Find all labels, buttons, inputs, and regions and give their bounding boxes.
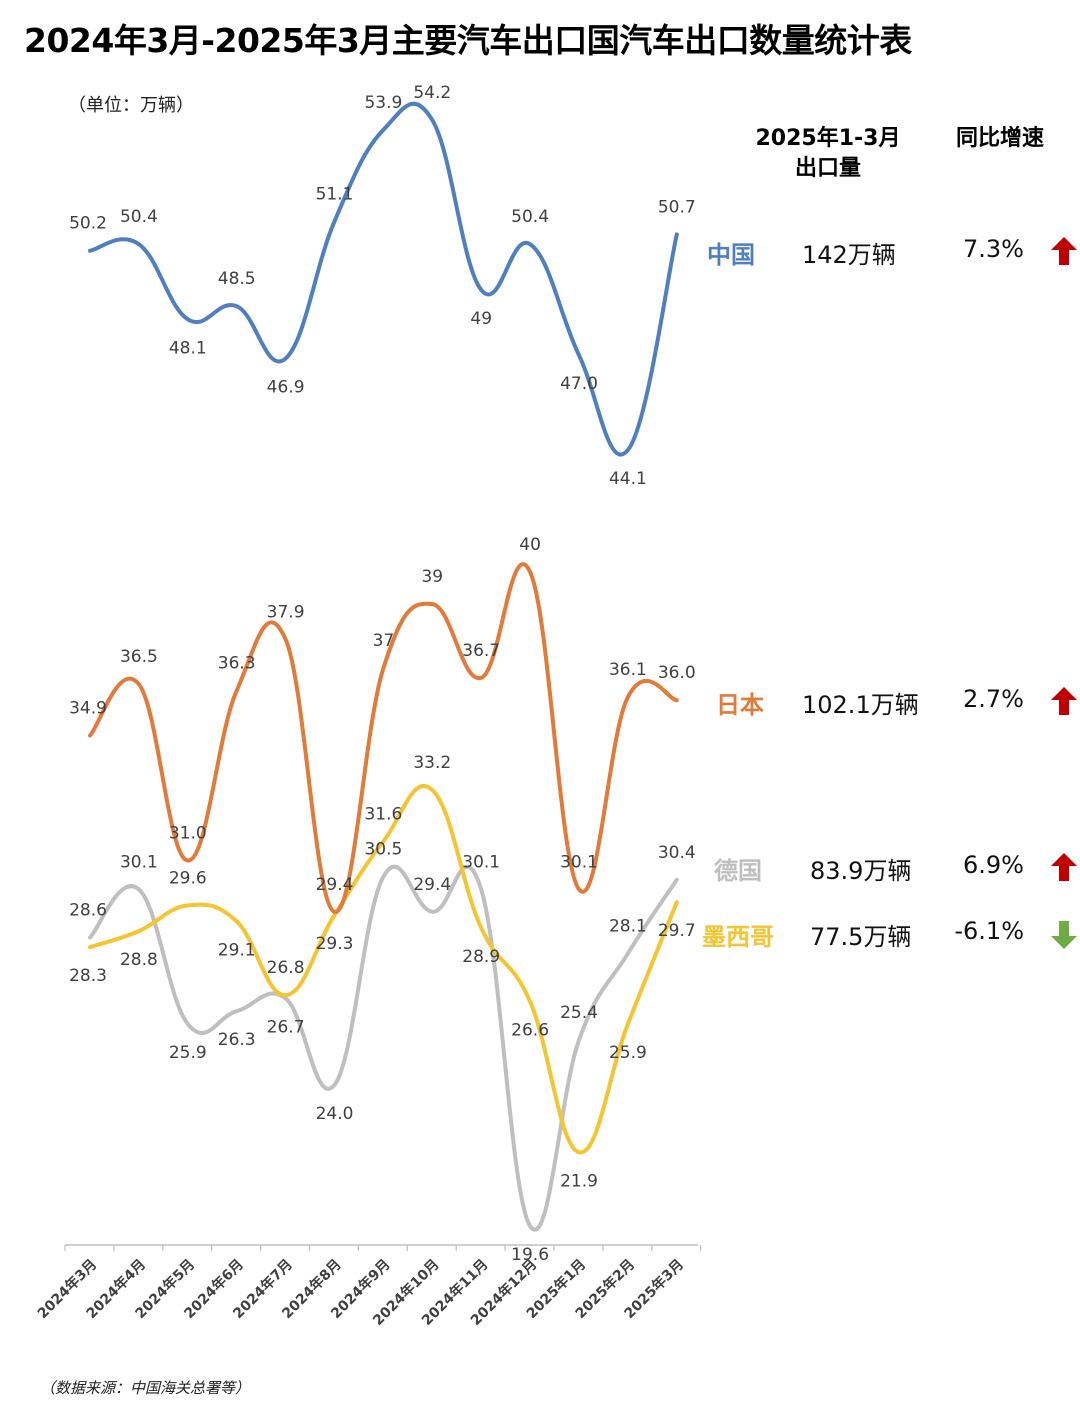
growth-rate: 2.7%: [963, 685, 1024, 713]
export-column-header-line2: 出口量: [794, 156, 861, 181]
export-amount: 102.1万辆: [802, 691, 919, 719]
data-label: 25.9: [609, 1043, 647, 1063]
data-label: 51.1: [316, 184, 354, 204]
data-label: 36.7: [462, 641, 500, 661]
data-label: 24.0: [316, 1104, 354, 1124]
country-label: 中国: [707, 241, 755, 269]
data-label: 39: [421, 567, 443, 587]
data-label: 29.4: [316, 875, 354, 895]
export-column-header: 2025年1-3月 出口量: [738, 124, 918, 184]
data-label: 19.6: [511, 1245, 549, 1265]
data-label: 28.9: [462, 947, 500, 967]
country-label: 墨西哥: [702, 923, 774, 951]
data-label: 47.0: [560, 374, 598, 394]
data-label: 29.7: [658, 921, 696, 941]
data-label: 50.2: [69, 214, 107, 234]
growth-rate: 7.3%: [963, 235, 1024, 263]
growth-rate: 6.9%: [963, 851, 1024, 879]
data-label: 34.9: [69, 699, 107, 719]
data-label: 30.1: [120, 852, 158, 872]
data-label: 30.4: [658, 843, 696, 863]
data-label: 29.4: [413, 875, 451, 895]
data-label: 36.0: [658, 663, 696, 683]
export-column-header-line1: 2025年1-3月: [755, 126, 901, 151]
data-label: 44.1: [609, 469, 647, 489]
series-lines: [88, 101, 679, 1232]
table-row-germany: 德国 83.9万辆 6.9%: [0, 851, 1080, 891]
data-label: 37: [373, 631, 395, 651]
data-label: 21.9: [560, 1171, 598, 1191]
data-label: 50.4: [511, 207, 549, 227]
data-label: 30.1: [462, 852, 500, 872]
data-label: 26.6: [511, 1021, 549, 1041]
up-arrow-icon: [1051, 237, 1077, 265]
data-label: 29.6: [169, 868, 207, 888]
export-amount: 83.9万辆: [810, 857, 912, 885]
up-arrow-icon: [1051, 687, 1077, 715]
up-arrow-icon: [1051, 853, 1077, 881]
data-label: 28.8: [120, 950, 158, 970]
data-label: 30.1: [560, 852, 598, 872]
country-label: 日本: [716, 691, 764, 719]
data-label: 48.5: [218, 269, 256, 289]
x-axis: [64, 1244, 702, 1251]
down-arrow-icon: [1051, 921, 1077, 949]
series-line-0: [88, 101, 679, 457]
data-label: 28.6: [69, 900, 107, 920]
growth-column-header: 同比增速: [955, 126, 1044, 151]
source-note: （数据来源：中国海关总署等）: [40, 1379, 251, 1397]
data-label: 33.2: [413, 753, 451, 773]
country-label: 德国: [714, 857, 762, 885]
data-label: 25.4: [560, 1003, 598, 1023]
data-label: 49: [470, 309, 492, 329]
series-line-3: [88, 784, 679, 1155]
data-label: 50.4: [120, 207, 158, 227]
series-line-2: [88, 864, 679, 1232]
data-label: 26.8: [267, 958, 305, 978]
data-label: 54.2: [413, 83, 451, 103]
data-label: 29.3: [316, 934, 354, 954]
data-label: 36.1: [609, 660, 647, 680]
data-label: 31.6: [364, 804, 402, 824]
data-label: 31.0: [169, 824, 207, 844]
data-label: 30.5: [364, 840, 402, 860]
data-label: 26.3: [218, 1030, 256, 1050]
data-label: 46.9: [267, 378, 305, 398]
data-label: 36.5: [120, 647, 158, 667]
series-line-1: [88, 562, 679, 914]
data-label: 26.7: [267, 1017, 305, 1037]
table-row-mexico: 墨西哥 77.5万辆 -6.1%: [0, 917, 1080, 957]
data-label: 28.3: [69, 966, 107, 986]
table-row-japan: 日本 102.1万辆 2.7%: [0, 685, 1080, 725]
data-label: 40: [519, 535, 541, 555]
export-amount: 142万辆: [802, 241, 896, 269]
data-label: 29.1: [218, 940, 256, 960]
data-label: 50.7: [658, 197, 696, 217]
x-tick-labels: 2024年3月2024年4月2024年5月2024年6月2024年7月2024年…: [34, 1256, 687, 1329]
data-label: 48.1: [169, 338, 207, 358]
data-label: 53.9: [364, 93, 402, 113]
export-amount: 77.5万辆: [810, 923, 912, 951]
table-row-china: 中国 142万辆 7.3%: [0, 235, 1080, 275]
data-label: 25.9: [169, 1043, 207, 1063]
data-label: 28.1: [609, 917, 647, 937]
data-labels: 50.2 50.4 48.1 48.5 46.9 51.1 53.9 54.2 49 50.4 47…: [69, 83, 696, 1265]
data-label: 36.3: [218, 654, 256, 674]
growth-rate: -6.1%: [954, 917, 1024, 945]
data-label: 37.9: [267, 602, 305, 622]
unit-label: （单位：万辆）: [68, 95, 194, 116]
chart-title: 2024年3月-2025年3月主要汽车出口国汽车出口数量统计表: [24, 21, 912, 60]
